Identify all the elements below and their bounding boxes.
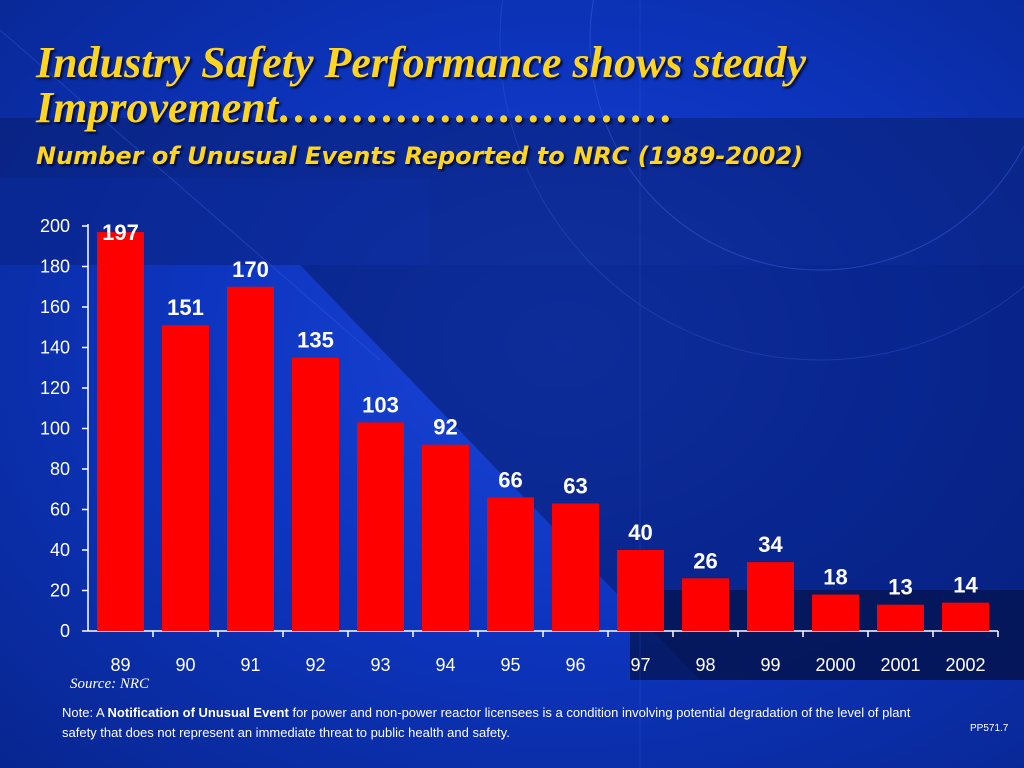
chart-subtitle: Number of Unusual Events Reported to NRC… <box>36 142 804 170</box>
bar-99 <box>747 562 794 631</box>
bar-2002 <box>942 602 989 631</box>
x-tick-label: 94 <box>435 655 455 675</box>
y-tick-label: 200 <box>40 216 70 236</box>
data-label-96: 63 <box>563 473 587 498</box>
x-tick-label: 97 <box>630 655 650 675</box>
bar-97 <box>617 550 664 631</box>
y-tick-label: 20 <box>50 581 70 601</box>
slide-code: PP571.7 <box>970 723 1009 734</box>
bar-2001 <box>877 604 924 631</box>
data-label-2002: 14 <box>953 573 978 598</box>
data-label-94: 92 <box>433 415 457 440</box>
data-label-98: 26 <box>693 548 717 573</box>
data-label-2001: 13 <box>888 575 912 600</box>
bar-2000 <box>812 594 859 631</box>
y-tick-label: 120 <box>40 378 70 398</box>
data-label-90: 151 <box>167 295 204 320</box>
y-tick-label: 160 <box>40 297 70 317</box>
x-tick-label: 92 <box>305 655 325 675</box>
x-tick-label: 2000 <box>815 655 855 675</box>
x-tick-label: 89 <box>110 655 130 675</box>
bar-96 <box>552 503 599 631</box>
y-tick-label: 180 <box>40 257 70 277</box>
slide-title: Industry Safety Performance shows steady… <box>36 40 996 130</box>
x-tick-label: 95 <box>500 655 520 675</box>
data-label-89: 197 <box>102 220 139 245</box>
x-tick-label: 99 <box>760 655 780 675</box>
x-tick-label: 90 <box>175 655 195 675</box>
y-tick-label: 140 <box>40 338 70 358</box>
data-label-99: 34 <box>758 532 783 557</box>
x-tick-label: 93 <box>370 655 390 675</box>
note-text: for power and non-power reactor licensee… <box>62 705 911 740</box>
data-label-2000: 18 <box>823 565 847 590</box>
bar-94 <box>422 444 469 631</box>
source-label: Source: NRC <box>70 676 150 692</box>
y-tick-label: 80 <box>50 459 70 479</box>
y-tick-label: 40 <box>50 540 70 560</box>
bar-93 <box>357 422 404 631</box>
title-line-1: Industry Safety Performance shows steady <box>36 38 806 87</box>
y-tick-label: 60 <box>50 500 70 520</box>
x-tick-label: 98 <box>695 655 715 675</box>
footnote: Note: A Notification of Unusual Event fo… <box>62 703 932 743</box>
x-tick-label: 2001 <box>880 655 920 675</box>
y-tick-label: 100 <box>40 419 70 439</box>
data-label-95: 66 <box>498 467 522 492</box>
y-tick-label: 0 <box>60 621 70 641</box>
note-prefix: Note: A <box>62 705 108 720</box>
bar-90 <box>162 325 209 631</box>
x-tick-label: 91 <box>240 655 260 675</box>
title-line-2: Improvement……………………… <box>36 83 674 132</box>
x-tick-label: 96 <box>565 655 585 675</box>
data-label-97: 40 <box>628 520 652 545</box>
bar-91 <box>227 286 274 631</box>
bar-89 <box>97 232 144 631</box>
bar-95 <box>487 497 534 631</box>
bar-92 <box>292 357 339 631</box>
note-term: Notification of Unusual Event <box>107 705 289 720</box>
x-tick-label: 2002 <box>945 655 985 675</box>
bar-98 <box>682 578 729 631</box>
data-label-91: 170 <box>232 257 269 282</box>
data-label-93: 103 <box>362 392 399 417</box>
data-label-92: 135 <box>297 328 334 353</box>
